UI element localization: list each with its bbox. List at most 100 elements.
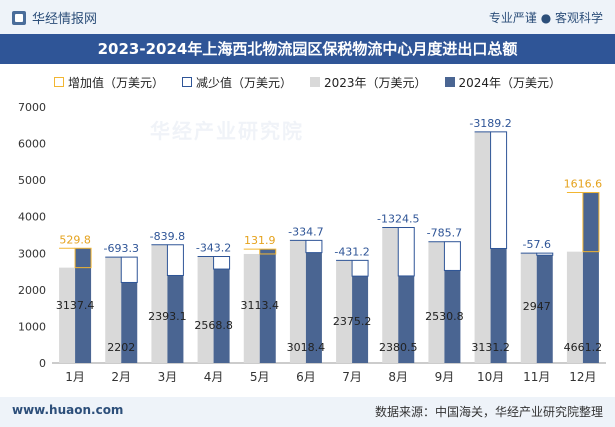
legend-item-increase: 增加值（万美元） — [53, 72, 164, 92]
legend-swatch-increase — [53, 77, 64, 87]
change-bracket-4 — [213, 256, 231, 270]
value-label-2024-12: 4661.2 — [564, 341, 603, 354]
legend-item-decrease: 减少值（万美元） — [181, 72, 292, 92]
legend-label-2023: 2023年（万美元） — [323, 75, 427, 90]
brand: 华经情报网 — [12, 8, 97, 27]
change-label-9: -785.7 — [427, 227, 462, 240]
value-label-2024-3: 2393.1 — [148, 310, 187, 323]
legend-label-increase: 增加值（万美元） — [67, 75, 164, 90]
legend-item-2023: 2023年（万美元） — [309, 72, 427, 92]
y-tick-label-2: 2000 — [18, 284, 46, 297]
x-tick-label-2: 2月 — [111, 370, 131, 384]
y-tick-label-5: 5000 — [18, 174, 46, 187]
change-bracket-9 — [443, 241, 461, 271]
change-bracket-10 — [490, 131, 508, 249]
bar-2024-11 — [536, 255, 553, 363]
value-label-2024-1: 3137.4 — [56, 299, 95, 312]
legend-label-decrease: 减少值（万美元） — [195, 75, 292, 90]
y-tick-label-6: 6000 — [18, 138, 46, 151]
y-tick-label-1: 1000 — [18, 320, 46, 333]
bar-chart: 0 1000 2000 3000 4000 5000 6000 7000 529.8 3137.4… — [18, 101, 606, 384]
brand-logo-icon — [12, 10, 26, 25]
bar-2023-10 — [474, 131, 491, 363]
legend-item-2024: 2024年（万美元） — [444, 72, 562, 92]
value-label-2024-9: 2530.8 — [425, 310, 464, 323]
bar-2024-1 — [75, 248, 92, 363]
y-tick-label-0: 0 — [39, 357, 46, 370]
x-tick-label-9: 9月 — [435, 370, 455, 384]
change-label-8: -1324.5 — [377, 213, 419, 226]
value-label-2024-7: 2375.2 — [333, 315, 372, 328]
bar-2023-3 — [151, 244, 168, 363]
x-tick-label-11: 11月 — [523, 370, 550, 384]
change-label-7: -431.2 — [334, 245, 369, 258]
value-label-2024-6: 3018.4 — [287, 341, 326, 354]
watermark: 华经产业研究院 — [150, 119, 304, 143]
x-tick-label-5: 5月 — [250, 370, 270, 384]
bar-2024-9 — [444, 270, 461, 363]
change-bracket-2 — [120, 256, 138, 283]
change-label-11: -57.6 — [523, 238, 551, 251]
data-source: 数据来源：中国海关，华经产业研究院整理 — [374, 405, 603, 419]
value-label-2024-5: 3113.4 — [241, 299, 280, 312]
bar-2023-9 — [428, 241, 445, 363]
legend-label-2024: 2024年（万美元） — [458, 75, 562, 90]
top-bar: 华经情报网 专业严谨 ● 客观科学 — [0, 0, 615, 34]
y-tick-label-3: 3000 — [18, 247, 46, 260]
website-link[interactable]: www.huaon.com — [12, 403, 124, 417]
x-tick-label-12: 12月 — [569, 370, 596, 384]
bar-2023-4 — [197, 256, 214, 363]
x-tick-label-8: 8月 — [388, 370, 408, 384]
legend: 增加值（万美元） 减少值（万美元） 2023年（万美元） 2024年（万美元） — [0, 72, 615, 92]
bar-2024-8 — [398, 275, 415, 363]
value-label-2024-8: 2380.5 — [379, 341, 418, 354]
bar-2023-1 — [59, 267, 76, 363]
brand-name: 华经情报网 — [32, 12, 98, 27]
change-bracket-1 — [74, 247, 92, 269]
bar-2023-8 — [382, 227, 399, 363]
bar-2024-12 — [582, 192, 599, 363]
bar-2023-12 — [566, 251, 583, 363]
chart-title: 2023-2024年上海西北物流园区保税物流中心月度进出口总额 — [0, 34, 615, 64]
bar-2023-2 — [105, 257, 122, 363]
bar-2023-5 — [243, 253, 260, 363]
change-bracket-12 — [582, 192, 600, 253]
change-label-1: 529.8 — [59, 233, 91, 246]
value-label-2024-2: 2202 — [107, 341, 135, 354]
value-label-2024-11: 2947 — [523, 300, 551, 313]
x-tick-label-3: 3月 — [158, 370, 178, 384]
x-tick-label-1: 1月 — [65, 370, 85, 384]
change-label-4: -343.2 — [196, 242, 231, 255]
y-tick-label-4: 4000 — [18, 211, 46, 224]
bar-2024-7 — [352, 276, 369, 363]
change-bracket-6 — [305, 239, 323, 254]
x-tick-label-4: 4月 — [204, 370, 224, 384]
bar-2023-6 — [289, 240, 306, 363]
x-tick-label-7: 7月 — [342, 370, 362, 384]
change-bracket-7 — [351, 259, 369, 277]
bar-2023-11 — [520, 253, 537, 363]
footer: www.huaon.com 数据来源：中国海关，华经产业研究院整理 — [0, 397, 615, 427]
bar-2024-2 — [121, 282, 138, 363]
bar-2024-10 — [490, 248, 507, 363]
legend-swatch-decrease — [181, 77, 192, 87]
bar-2024-4 — [213, 269, 230, 363]
value-label-2024-4: 2568.8 — [194, 319, 233, 332]
change-bracket-3 — [166, 244, 184, 276]
bar-2024-3 — [167, 275, 184, 363]
change-bracket-8 — [397, 227, 415, 277]
x-tick-label-10: 10月 — [477, 370, 504, 384]
bar-2023-7 — [336, 260, 353, 363]
change-label-3: -839.8 — [150, 230, 185, 243]
x-tick-label-6: 6月 — [296, 370, 316, 384]
legend-swatch-2023 — [309, 77, 320, 87]
change-bracket-5 — [259, 248, 277, 255]
change-label-12: 1616.6 — [564, 178, 603, 191]
bar-2024-5 — [259, 249, 276, 363]
tagline: 专业严谨 ● 客观科学 — [488, 11, 603, 25]
y-tick-label-7: 7000 — [18, 101, 46, 114]
change-label-5: 131.9 — [244, 234, 276, 247]
change-label-6: -334.7 — [288, 225, 323, 238]
legend-swatch-2024 — [444, 77, 455, 87]
